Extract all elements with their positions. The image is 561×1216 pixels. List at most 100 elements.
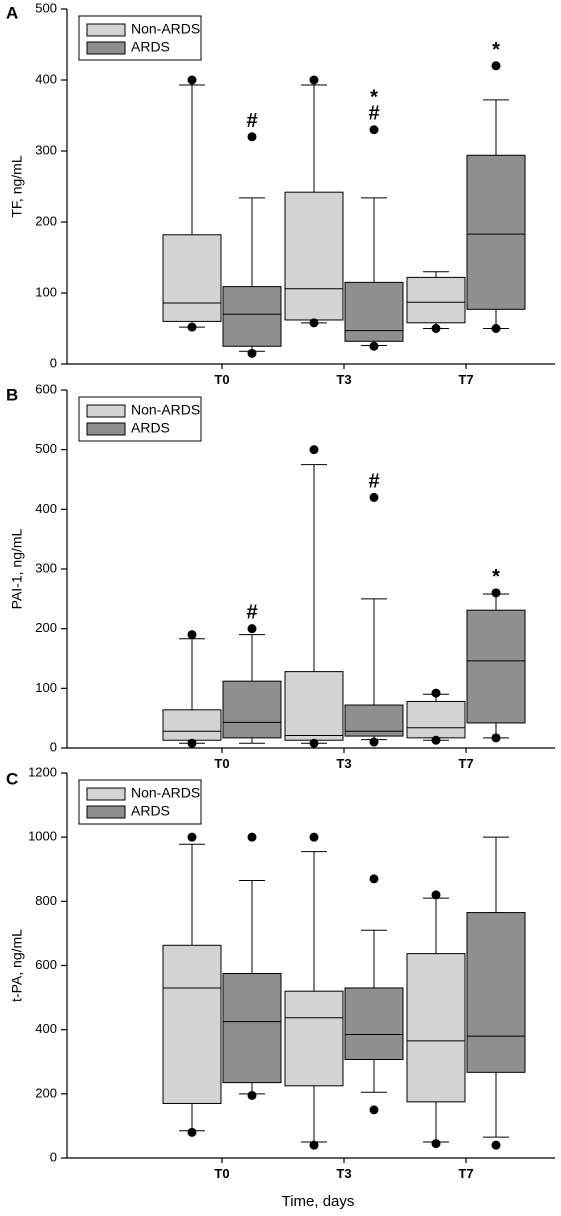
outlier-point [369, 125, 379, 135]
box-non-ards-t0 [162, 944, 222, 1104]
box-non-ards-t0 [162, 709, 222, 741]
outlier-point [369, 874, 379, 884]
legend: Non-ARDS ARDS [78, 779, 202, 825]
y-tick-label: 1000 [28, 829, 57, 844]
legend-swatch [86, 23, 126, 37]
y-tick-label: 600 [35, 381, 57, 396]
outlier-point [187, 832, 197, 842]
outlier-point [187, 322, 197, 332]
legend-label: ARDS [131, 420, 170, 436]
legend-swatch [86, 805, 126, 819]
x-tick-label: T0 [214, 756, 229, 771]
box-ards-t3 [344, 281, 404, 342]
outlier-point [431, 324, 441, 333]
legend: Non-ARDS ARDS [78, 396, 202, 442]
legend-swatch [86, 41, 126, 55]
y-tick-label: 0 [50, 1149, 57, 1164]
box-ards-t0 [222, 680, 282, 739]
legend: Non-ARDS ARDS [78, 15, 202, 61]
y-axis-label: PAI-1, ng/mL [9, 528, 25, 609]
outlier-point [187, 630, 197, 640]
x-tick-label: T3 [336, 372, 351, 387]
box-ards-t7 [466, 609, 526, 724]
y-axis-label: t-PA, ng/mL [9, 929, 25, 1002]
x-tick-label: T3 [336, 1166, 351, 1181]
hash-mark: # [246, 110, 257, 132]
outlier-point [491, 733, 501, 743]
hash-mark: # [246, 602, 257, 624]
y-tick-label: 200 [35, 213, 57, 228]
outlier-point [187, 1127, 197, 1137]
legend-label: ARDS [131, 803, 170, 819]
box-non-ards-t3 [284, 191, 344, 321]
legend-label: Non-ARDS [131, 785, 200, 801]
y-axis-label: TF, ng/mL [9, 155, 25, 217]
x-axis-label: Time, days [282, 1193, 355, 1210]
outlier-point [491, 588, 501, 598]
x-tick-label: T0 [214, 1166, 229, 1181]
outlier-point [309, 1140, 319, 1150]
hash-mark: # [368, 103, 379, 125]
outlier-point [369, 492, 379, 502]
y-tick-label: 500 [35, 0, 57, 15]
outlier-point [431, 1139, 441, 1149]
x-tick-label: T7 [458, 372, 473, 387]
y-tick-label: 100 [35, 680, 57, 695]
outlier-point [247, 348, 257, 358]
x-tick-label: T7 [458, 1166, 473, 1181]
box-ards-t0 [222, 973, 282, 1084]
y-tick-label: 400 [35, 501, 57, 516]
outlier-point [309, 738, 319, 748]
asterisk-mark: * [370, 87, 378, 109]
panel-letter: C [6, 769, 18, 788]
box-ards-t7 [466, 912, 526, 1073]
outlier-point [431, 735, 441, 745]
panel-c: C 0 200 400 600 800 1000 1200 t-PA, ng/mL T0 T3 T7 N… [6, 764, 555, 1210]
outlier-point [247, 624, 257, 634]
y-tick-label: 800 [35, 893, 57, 908]
legend-label: Non-ARDS [131, 21, 200, 37]
box-non-ards-t7 [406, 276, 466, 324]
outlier-point [491, 324, 501, 333]
box-non-ards-t7 [406, 700, 466, 739]
hash-mark: # [368, 470, 379, 492]
x-tick-label: T3 [336, 756, 351, 771]
legend-swatch [86, 787, 126, 801]
outlier-point [369, 737, 379, 747]
outlier-point [369, 1105, 379, 1115]
y-tick-label: 300 [35, 142, 57, 157]
outlier-point [187, 75, 197, 85]
y-tick-label: 0 [50, 355, 57, 370]
outlier-point [309, 75, 319, 85]
y-tick-label: 200 [35, 620, 57, 635]
y-tick-label: 400 [35, 71, 57, 86]
outlier-point [431, 688, 441, 698]
legend-swatch [86, 422, 126, 436]
outlier-point [309, 445, 319, 455]
outlier-point [369, 341, 379, 351]
outlier-point [309, 318, 319, 328]
outlier-point [431, 890, 441, 900]
outlier-point [247, 832, 257, 842]
outlier-point [187, 738, 197, 748]
panel-letter: A [6, 3, 18, 22]
y-tick-label: 400 [35, 1021, 57, 1036]
legend-label: Non-ARDS [131, 402, 200, 418]
y-tick-label: 300 [35, 560, 57, 575]
outlier-point [247, 1090, 257, 1100]
y-tick-label: 1200 [28, 764, 57, 779]
x-tick-label: T7 [458, 756, 473, 771]
legend-label: ARDS [131, 39, 170, 55]
outlier-point [309, 832, 319, 842]
asterisk-mark: * [492, 566, 500, 588]
outlier-point [247, 132, 257, 142]
y-tick-label: 0 [50, 739, 57, 754]
box-non-ards-t3 [284, 671, 344, 741]
y-tick-label: 600 [35, 957, 57, 972]
panel-letter: B [6, 385, 18, 404]
y-tick-label: 100 [35, 284, 57, 299]
asterisk-mark: * [492, 39, 500, 61]
panel-b: B 0 100 200 300 400 500 600 PAI-1, ng/mL T0 T3 T7 # #… [6, 381, 555, 771]
box-ards-t0 [222, 286, 282, 347]
